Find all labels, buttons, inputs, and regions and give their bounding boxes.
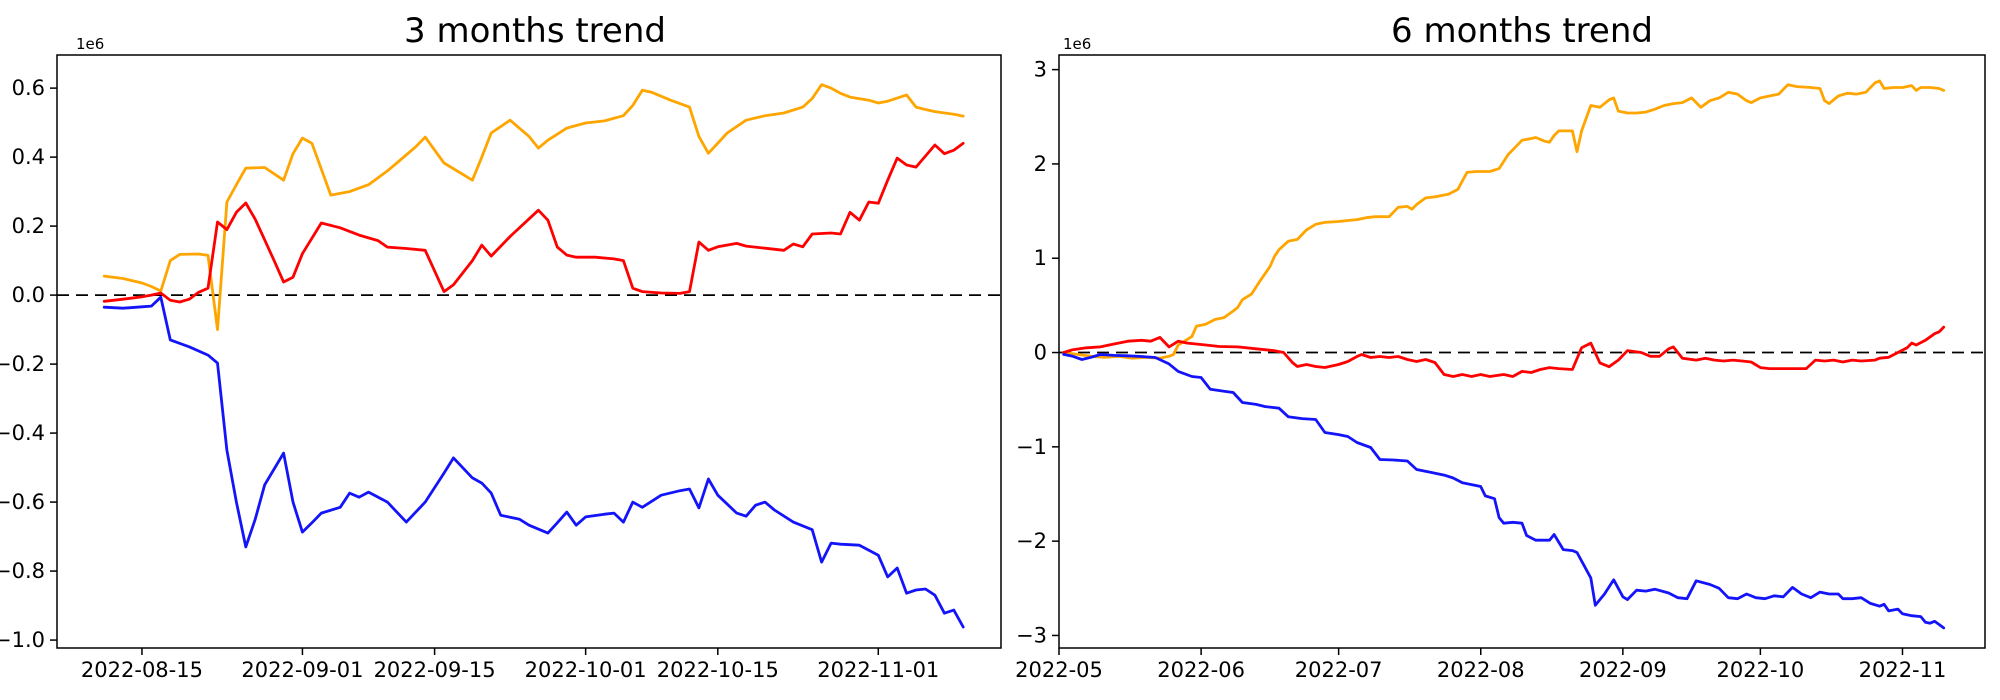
y-tick-label: 2 bbox=[1034, 152, 1047, 176]
x-tick-label: 2022-08-15 bbox=[81, 658, 203, 682]
y-axis-offset-label-right: 1e6 bbox=[1063, 35, 1091, 53]
x-tick-label: 2022-09 bbox=[1579, 658, 1667, 682]
y-tick-label: −0.8 bbox=[0, 559, 45, 583]
series-blue-line bbox=[1062, 352, 1946, 630]
y-tick-label: 0.0 bbox=[12, 283, 45, 307]
x-tick-label: 2022-09-15 bbox=[374, 658, 496, 682]
chart-title-3-months: 3 months trend bbox=[404, 11, 666, 51]
series-orange-line bbox=[102, 83, 965, 332]
series-orange-line bbox=[1062, 79, 1946, 360]
series-red-line bbox=[102, 141, 965, 304]
y-tick-label: 0.2 bbox=[12, 214, 45, 238]
y-tick-label: −3 bbox=[1016, 623, 1047, 647]
y-tick-label: 0.4 bbox=[12, 145, 45, 169]
y-tick-label: 0.6 bbox=[12, 76, 45, 100]
chart-title-6-months: 6 months trend bbox=[1391, 11, 1653, 51]
y-tick-label: −2 bbox=[1016, 529, 1047, 553]
y-tick-label: −1 bbox=[1016, 435, 1047, 459]
x-tick-label: 2022-08 bbox=[1437, 658, 1525, 682]
x-tick-label: 2022-05 bbox=[1015, 658, 1103, 682]
chart-3-months-trend: 2022-08-15 2022-09-01 2022-09-15 2022-10-01… bbox=[0, 54, 1002, 682]
y-tick-label: 3 bbox=[1034, 58, 1047, 82]
x-tick-label: 2022-10 bbox=[1717, 658, 1805, 682]
plot-border bbox=[56, 54, 1002, 649]
y-tick-label: −1.0 bbox=[0, 628, 45, 652]
x-tick-label: 2022-09-01 bbox=[241, 658, 363, 682]
x-tick-label: 2022-11-01 bbox=[817, 658, 939, 682]
y-tick-label: −0.2 bbox=[0, 352, 45, 376]
y-axis-offset-label-left: 1e6 bbox=[76, 35, 104, 53]
y-tick-label: −0.6 bbox=[0, 490, 45, 514]
x-tick-label: 2022-10-01 bbox=[525, 658, 647, 682]
y-tick-label: 1 bbox=[1034, 246, 1047, 270]
x-tick-label: 2022-11 bbox=[1859, 658, 1947, 682]
x-tick-label: 2022-10-15 bbox=[657, 658, 779, 682]
series-blue-line bbox=[102, 295, 965, 629]
x-tick-label: 2022-06 bbox=[1157, 658, 1245, 682]
plot-border bbox=[1058, 54, 1986, 649]
y-tick-label: −0.4 bbox=[0, 421, 45, 445]
series-red-line bbox=[1062, 325, 1946, 378]
chart-6-months-trend: 2022-05 2022-06 2022-07 2022-08 2022-09 2022-… bbox=[1015, 54, 1986, 682]
y-tick-label: 0 bbox=[1034, 341, 1047, 365]
x-tick-label: 2022-07 bbox=[1295, 658, 1383, 682]
